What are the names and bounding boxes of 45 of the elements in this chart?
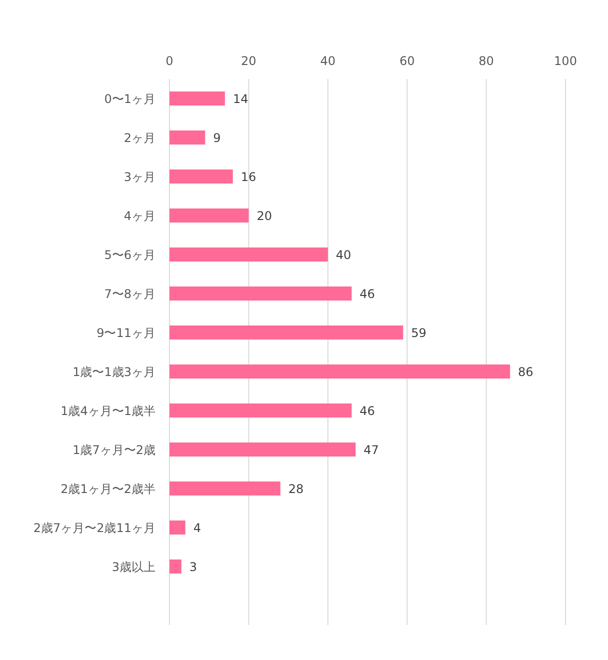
data-label: 3 xyxy=(189,560,198,574)
bar xyxy=(170,91,225,106)
data-label: 47 xyxy=(364,443,379,457)
y-tick-label: 1歳〜1歳3ヶ月 xyxy=(72,365,156,379)
bar xyxy=(170,325,404,340)
y-tick-label: 3歳以上 xyxy=(112,560,156,574)
x-tick-label: 60 xyxy=(399,54,415,68)
data-label: 14 xyxy=(232,92,248,106)
x-tick-label: 80 xyxy=(478,54,494,68)
data-label: 16 xyxy=(240,170,256,184)
bar xyxy=(170,403,352,418)
y-tick-label: 1歳7ヶ月〜2歳 xyxy=(72,443,156,457)
data-label: 4 xyxy=(193,521,201,535)
x-tick-label: 40 xyxy=(320,54,336,68)
bar xyxy=(170,364,510,379)
x-tick-label: 20 xyxy=(241,54,256,68)
data-label: 86 xyxy=(518,365,534,379)
data-label: 20 xyxy=(256,209,272,223)
data-label: 46 xyxy=(360,287,375,301)
bar xyxy=(170,559,182,574)
data-label: 28 xyxy=(288,482,304,496)
bar xyxy=(170,481,280,496)
bar xyxy=(170,286,352,301)
bar xyxy=(170,520,186,535)
y-tick-label: 2歳1ヶ月〜2歳半 xyxy=(60,482,156,496)
x-tick-label: 0 xyxy=(166,54,174,68)
y-tick-label: 1歳4ヶ月〜1歳半 xyxy=(60,404,156,418)
y-tick-label: 7〜8ヶ月 xyxy=(104,287,156,301)
data-label: 46 xyxy=(360,404,375,418)
x-tick-label: 100 xyxy=(554,54,577,68)
bar xyxy=(170,247,328,262)
y-tick-label: 0〜1ヶ月 xyxy=(104,92,156,106)
y-tick-label: 4ヶ月 xyxy=(124,209,156,223)
bar xyxy=(170,130,206,145)
data-label: 59 xyxy=(411,326,426,340)
data-label: 40 xyxy=(336,248,352,262)
y-tick-label: 5〜6ヶ月 xyxy=(104,248,156,262)
y-tick-label: 2ヶ月 xyxy=(124,131,156,145)
bar xyxy=(170,442,356,457)
y-tick-label: 2歳7ヶ月〜2歳11ヶ月 xyxy=(33,521,156,535)
bar xyxy=(170,169,233,184)
bar xyxy=(170,208,249,223)
data-label: 9 xyxy=(213,131,221,145)
y-tick-label: 9〜11ヶ月 xyxy=(96,326,156,340)
y-tick-label: 3ヶ月 xyxy=(124,170,156,184)
